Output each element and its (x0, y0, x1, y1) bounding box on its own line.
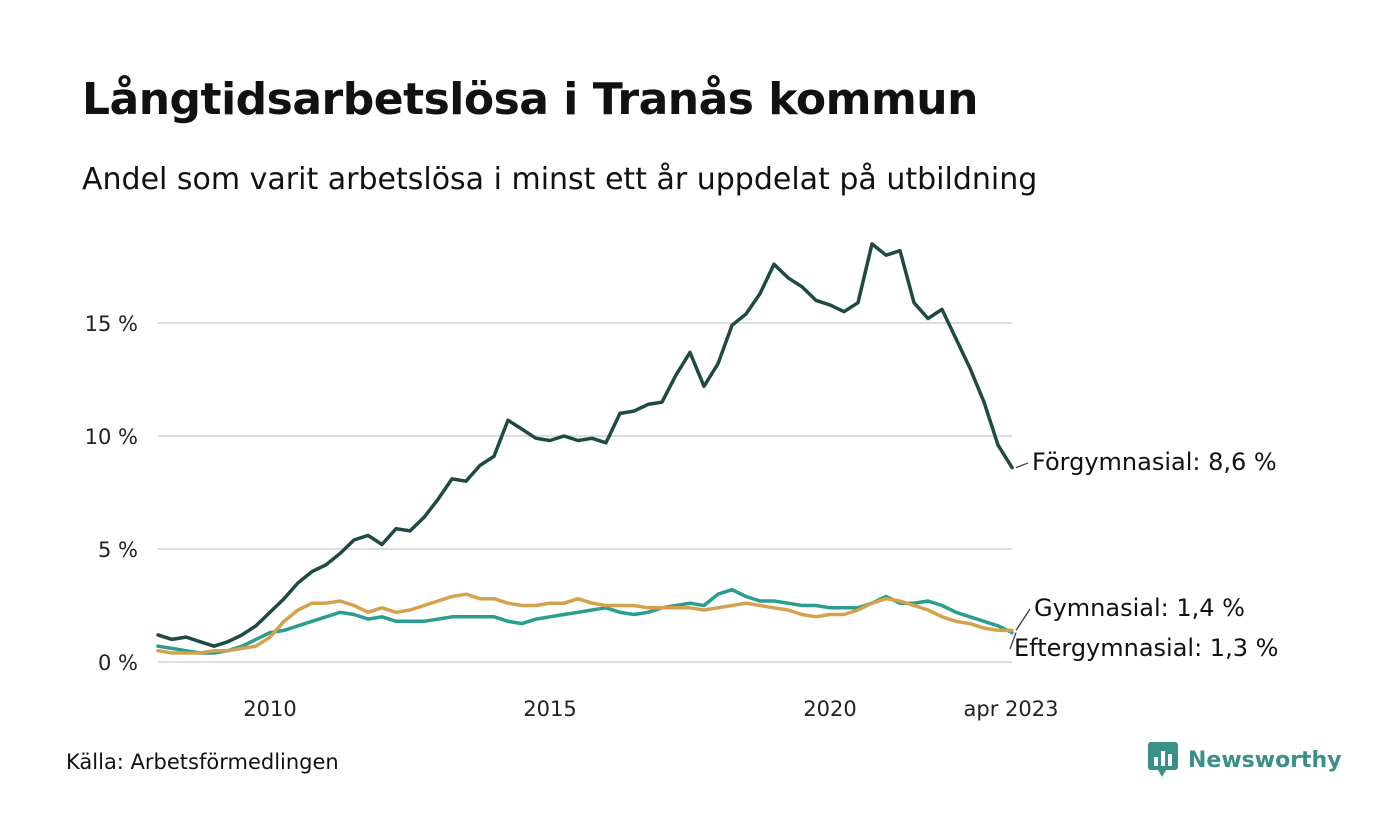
chart-title: Långtidsarbetslösa i Tranås kommun (82, 74, 978, 125)
brand[interactable]: Newsworthy (1148, 742, 1342, 778)
x-tick-label: apr 2023 (964, 697, 1059, 721)
source-note: Källa: Arbetsförmedlingen (66, 750, 339, 774)
end-label-leader (1015, 608, 1031, 631)
y-tick-label: 10 % (85, 425, 138, 449)
y-tick-label: 0 % (98, 651, 138, 675)
end-label-förgymnasial: Förgymnasial: 8,6 % (1032, 448, 1277, 476)
end-label-gymnasial: Gymnasial: 1,4 % (1034, 594, 1245, 622)
x-tick-label: 2010 (243, 697, 296, 721)
end-label-eftergymnasial: Eftergymnasial: 1,3 % (1014, 634, 1278, 662)
series-line-förgymnasial (156, 242, 1014, 648)
y-tick-label: 15 % (85, 312, 138, 336)
newsworthy-logo-icon (1148, 742, 1178, 777)
y-tick-label: 5 % (98, 538, 138, 562)
end-label-leader (1015, 462, 1029, 469)
end-label-leader (1009, 632, 1017, 650)
series-line-gymnasial (156, 592, 1014, 655)
x-tick-label: 2020 (803, 697, 856, 721)
x-tick-label: 2015 (523, 697, 576, 721)
chart-subtitle: Andel som varit arbetslösa i minst ett å… (82, 162, 1038, 197)
brand-name: Newsworthy (1188, 747, 1342, 773)
